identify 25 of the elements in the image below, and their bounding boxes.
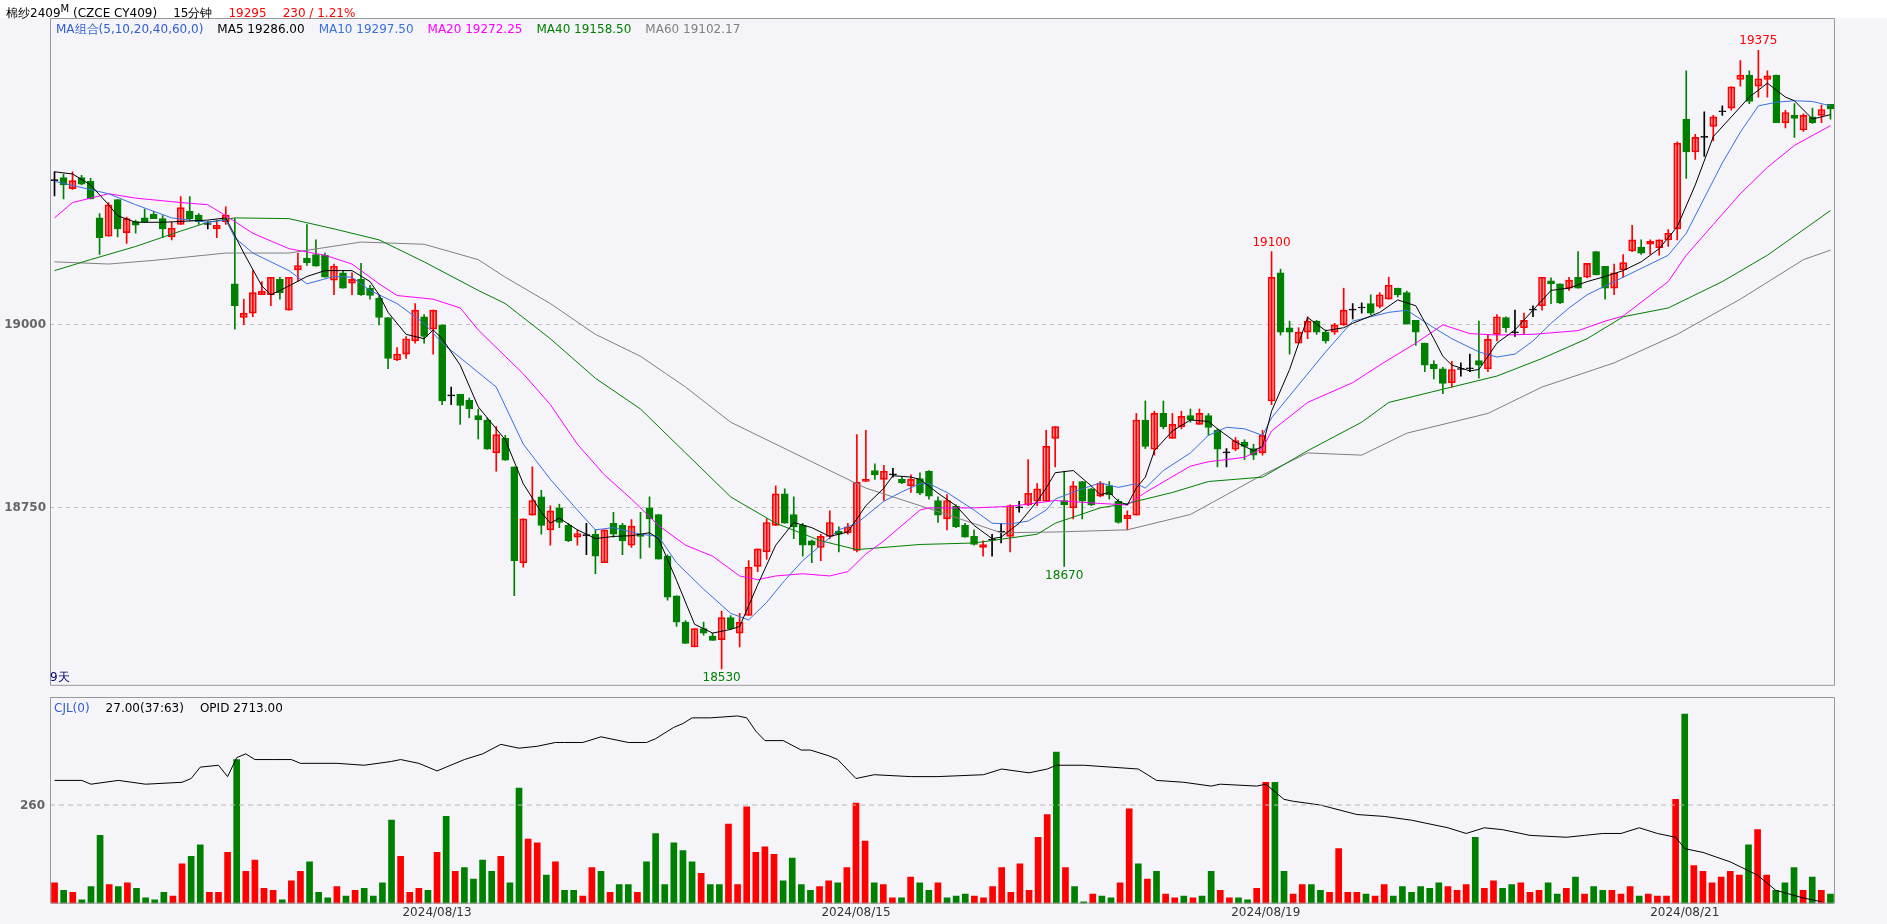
x-tick-label: 2024/08/15 <box>821 904 891 919</box>
annotation: 19295 <box>228 6 267 20</box>
annotation: 19100 <box>1252 234 1291 249</box>
x-tick-label: 2024/08/19 <box>1231 904 1301 919</box>
text: 260 <box>20 798 46 813</box>
annotation: 18670 <box>1045 567 1084 582</box>
annotation: 230 / 1.21% <box>282 6 356 20</box>
chart-title: CJL(0) <box>54 701 90 715</box>
y-tick-label: 18750 <box>4 499 46 514</box>
x-tick-label: 2024/08/13 <box>402 904 472 919</box>
annotation: OPID 2713.00 <box>199 701 283 715</box>
chart-subtitle: 15分钟 <box>173 6 213 20</box>
annotation: 18530 <box>702 670 741 685</box>
text: MA10 19297.50 <box>318 22 414 36</box>
annotation: 9天 <box>50 668 70 686</box>
y-tick-label: 19000 <box>4 316 46 331</box>
text: MA20 19272.25 <box>427 22 523 36</box>
annotation: 19375 <box>1739 33 1778 48</box>
text: MA5 19286.00 <box>217 22 305 36</box>
text: MA60 19102.17 <box>645 22 741 36</box>
legend-title: MA组合(5,10,20,40,60,0) <box>56 22 204 36</box>
x-tick-label: 2024/08/21 <box>1650 904 1720 919</box>
text: MA40 19158.50 <box>536 22 632 36</box>
annotation: 27.00(37:63) <box>105 701 184 715</box>
chart-title: 棉纱2409$^{M}$ (CZCE CY409) <box>6 3 158 20</box>
